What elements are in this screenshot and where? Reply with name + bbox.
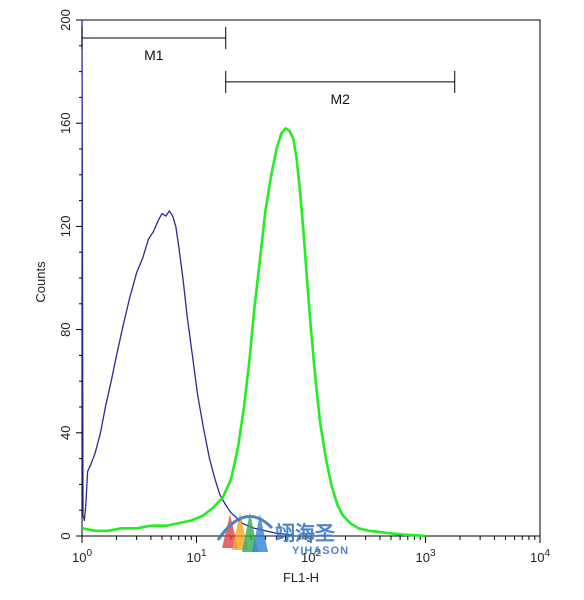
plot-frame <box>81 19 541 537</box>
marker-m1-label: M1 <box>144 47 164 63</box>
watermark-text-cn: 翊海圣 <box>275 521 336 545</box>
plot-border <box>81 19 541 537</box>
x-axis: 100 101 102 103 104 <box>72 536 550 565</box>
x-axis-title: FL1-H <box>283 570 319 585</box>
y-axis: 0 40 80 120 160 200 <box>58 9 82 540</box>
marker-m2-label: M2 <box>331 91 351 107</box>
watermark-text-en: YIHASON <box>292 545 349 557</box>
x-tick-label: 104 <box>530 548 550 565</box>
y-tick-label: 0 <box>58 532 73 539</box>
watermark: 翊海圣 YIHASON <box>216 512 349 557</box>
x-tick-label: 103 <box>415 548 435 565</box>
y-tick-label: 120 <box>58 216 73 238</box>
y-tick-label: 160 <box>58 112 73 134</box>
x-tick-label: 102 <box>301 548 321 565</box>
marker-group: M1 M2 <box>81 27 456 107</box>
y-tick-label: 80 <box>58 322 73 336</box>
x-tick-label: 100 <box>72 548 92 565</box>
watermark-logo-icon <box>216 512 274 552</box>
histogram-line-2 <box>81 127 426 538</box>
x-tick-label: 101 <box>186 548 206 565</box>
histogram-line-1 <box>81 19 294 537</box>
y-tick-label: 40 <box>58 426 73 440</box>
y-axis-title: Counts <box>33 261 48 303</box>
y-tick-label: 200 <box>58 9 73 31</box>
series-group <box>81 19 426 538</box>
